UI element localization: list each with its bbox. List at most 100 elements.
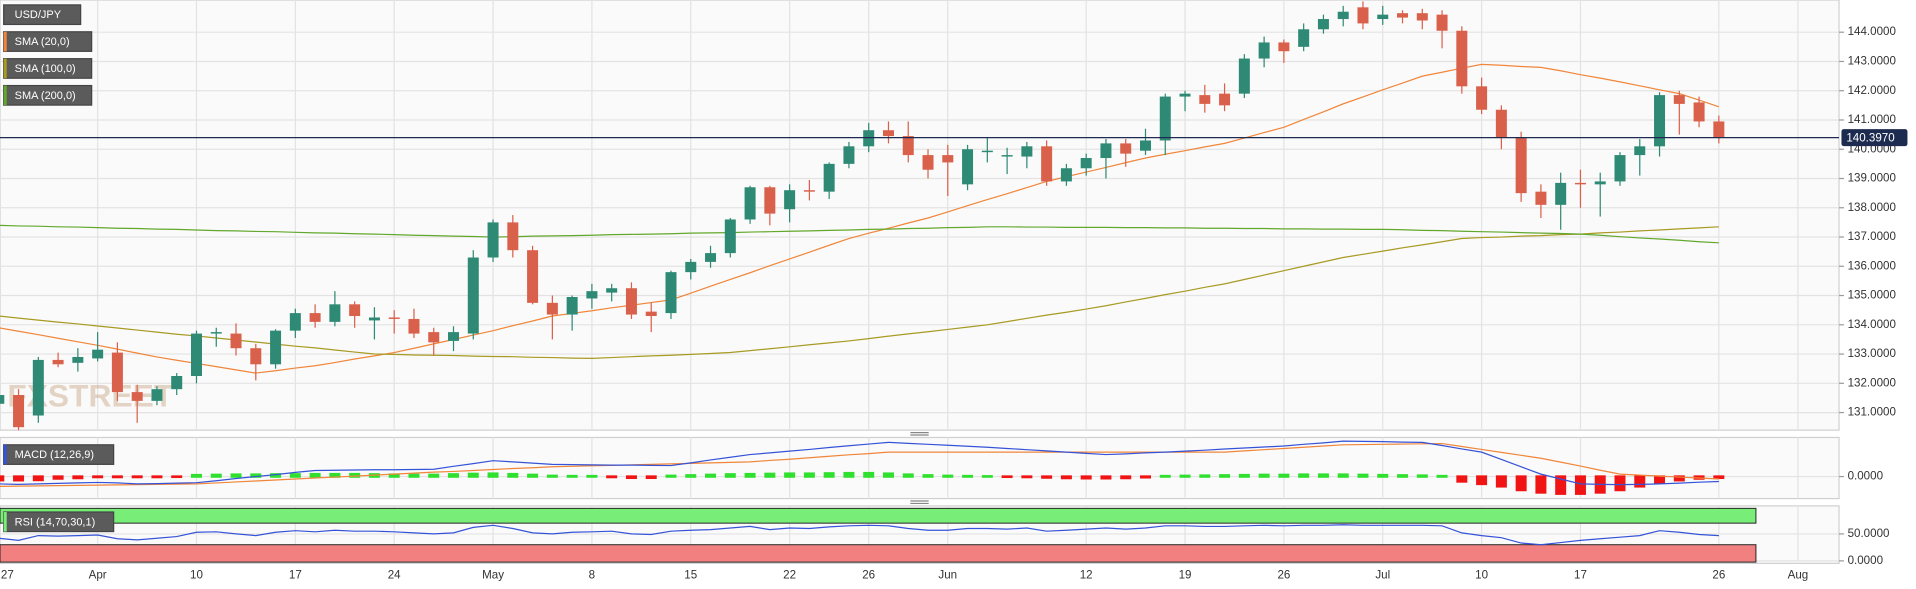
candle-body: [1337, 11, 1349, 20]
candle-body: [1238, 58, 1250, 94]
histogram-bar: [1278, 473, 1290, 478]
watermark: FXSTREET: [7, 378, 173, 414]
histogram-bar: [448, 473, 460, 478]
x-tick-label: 12: [1080, 569, 1093, 582]
candle-body: [1179, 93, 1191, 97]
x-tick-label: 8: [589, 569, 595, 582]
histogram-bar: [210, 473, 222, 478]
y-tick-label: 143.0000: [1848, 55, 1896, 68]
histogram-bar: [1139, 475, 1151, 479]
candle-body: [606, 288, 618, 293]
histogram-bar: [1614, 475, 1626, 492]
histogram-bar: [1100, 475, 1112, 480]
histogram-bar: [705, 473, 717, 478]
candle-body: [546, 302, 558, 315]
last-price-box: [1841, 129, 1908, 147]
histogram-bar: [1001, 475, 1013, 479]
histogram-bar: [289, 473, 301, 478]
histogram-bar: [1041, 475, 1053, 479]
histogram-bar: [625, 475, 637, 480]
histogram-bar: [1654, 475, 1666, 484]
x-tick-label: May: [482, 569, 504, 582]
candle-body: [408, 318, 420, 334]
candle-body: [131, 392, 143, 401]
histogram-bar: [1416, 474, 1428, 478]
y-tick-label: 142.0000: [1848, 84, 1896, 97]
y-tick-label: 50.0000: [1848, 527, 1890, 540]
candle-body: [566, 297, 578, 315]
y-tick-label: 135.0000: [1848, 289, 1896, 302]
last-price-label: 140.3970: [1846, 131, 1894, 144]
candle-body: [645, 311, 657, 317]
candle-body: [309, 313, 321, 322]
overbought-band: [0, 507, 1757, 524]
y-tick-label: 138.0000: [1848, 201, 1896, 214]
x-tick-label: Apr: [89, 569, 107, 582]
histogram-bar: [902, 473, 914, 478]
sma-line: [0, 63, 1720, 374]
candle-body: [388, 317, 400, 319]
candle-body: [349, 304, 361, 317]
y-tick-label: 144.0000: [1848, 25, 1896, 38]
candle-body: [1713, 121, 1725, 138]
histogram-bar: [190, 473, 202, 478]
histogram-bar: [507, 472, 519, 478]
histogram-bar: [724, 473, 736, 478]
candle-body: [527, 250, 539, 303]
candle-body: [1139, 140, 1151, 151]
x-tick-label: 27: [1, 569, 14, 582]
histogram-bar: [784, 472, 796, 478]
histogram-bar: [1199, 474, 1211, 478]
histogram-bar: [665, 474, 677, 478]
histogram-bar: [1397, 474, 1409, 478]
candle-body: [1456, 30, 1468, 87]
histogram-bar: [388, 473, 400, 478]
histogram-bar: [882, 472, 894, 478]
histogram-bar: [309, 472, 321, 478]
histogram-bar: [527, 473, 539, 478]
candle-body: [724, 219, 736, 254]
histogram-bar: [1634, 475, 1646, 488]
histogram-bar: [586, 474, 598, 478]
candle-body: [428, 332, 440, 343]
macd-panel: [0, 436, 1840, 500]
histogram-bar: [1179, 474, 1191, 478]
candle-body: [52, 359, 64, 365]
candle-body: [0, 395, 5, 404]
y-tick-label: 133.0000: [1848, 347, 1896, 360]
oversold-band: [0, 544, 1757, 563]
x-tick-label: 26: [1712, 569, 1725, 582]
candle-body: [1001, 155, 1013, 157]
candle-body: [902, 136, 914, 156]
y-tick-label: 136.0000: [1848, 259, 1896, 272]
candle-body: [962, 149, 974, 185]
candle-body: [1436, 14, 1448, 31]
candle-body: [467, 257, 479, 334]
histogram-bar: [1515, 475, 1527, 492]
legend-entry: SMA (20,0): [15, 36, 70, 48]
histogram-bar: [843, 471, 855, 478]
histogram-bar: [467, 472, 479, 478]
candle-body: [1317, 19, 1329, 30]
histogram-bar: [1337, 473, 1349, 478]
histogram-bar: [329, 472, 341, 478]
candle-body: [863, 130, 875, 147]
histogram-bar: [1021, 475, 1033, 479]
histogram-bar: [13, 475, 25, 482]
histogram-bar: [0, 475, 5, 482]
sma-line: [0, 226, 1719, 360]
candle-body: [942, 155, 954, 163]
candle-body: [289, 313, 301, 331]
candle-body: [151, 389, 163, 401]
candle-body: [1594, 181, 1606, 185]
candle-body: [92, 349, 104, 359]
x-tick-label: 17: [289, 569, 302, 582]
x-tick-label: 10: [190, 569, 203, 582]
x-tick-label: 10: [1475, 569, 1488, 582]
histogram-bar: [1535, 475, 1547, 494]
legend-entry-box: [3, 4, 82, 26]
histogram-bar: [487, 472, 499, 478]
candle-body: [1278, 42, 1290, 52]
